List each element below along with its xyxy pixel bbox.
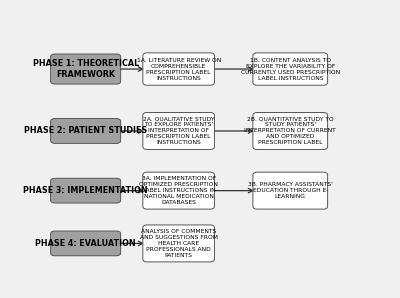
FancyBboxPatch shape: [253, 113, 328, 150]
FancyBboxPatch shape: [253, 53, 328, 85]
FancyBboxPatch shape: [51, 231, 121, 256]
Text: 3B. PHARMACY ASSISTANTS'
EDUCATION THROUGH E-
LEARNING: 3B. PHARMACY ASSISTANTS' EDUCATION THROU…: [248, 182, 333, 199]
FancyBboxPatch shape: [143, 172, 214, 209]
FancyBboxPatch shape: [143, 113, 214, 150]
Text: PHASE 3: IMPLEMENTATION: PHASE 3: IMPLEMENTATION: [23, 186, 148, 195]
Text: 3A. IMPLEMENTATION OF
OPTIMIZED PRESCRIPTION
LABEL INSTRUCTIONS IN
NATIONAL MEDI: 3A. IMPLEMENTATION OF OPTIMIZED PRESCRIP…: [139, 176, 218, 205]
Text: ANALYSIS OF COMMENTS
AND SUGGESTIONS FROM
HEALTH CARE
PROFESSIONALS AND
PATIENTS: ANALYSIS OF COMMENTS AND SUGGESTIONS FRO…: [140, 229, 218, 258]
FancyBboxPatch shape: [253, 172, 328, 209]
FancyBboxPatch shape: [51, 119, 121, 143]
FancyBboxPatch shape: [51, 178, 121, 203]
Text: 2A. QUALITATIVE STUDY
TO EXPLORE PATIENTS'
INTERPRETATION OF
PRESCRIPTION LABEL
: 2A. QUALITATIVE STUDY TO EXPLORE PATIENT…: [143, 117, 214, 145]
Text: 2B. QUANTITATIVE STUDY TO
STUDY PATIENTS'
INTERPRETATION OF CURRENT
AND OPTIMIZE: 2B. QUANTITATIVE STUDY TO STUDY PATIENTS…: [244, 117, 336, 145]
Text: PHASE 2: PATIENT STUDIES: PHASE 2: PATIENT STUDIES: [24, 126, 147, 136]
FancyBboxPatch shape: [51, 54, 121, 84]
Text: 1A. LITERATURE REVIEW ON
COMPREHENSIBLE
PRESCRIPTION LABEL
INSTRUCTIONS: 1A. LITERATURE REVIEW ON COMPREHENSIBLE …: [136, 58, 221, 80]
Text: PHASE 4: EVALUATION: PHASE 4: EVALUATION: [35, 239, 136, 248]
FancyBboxPatch shape: [143, 225, 214, 262]
FancyBboxPatch shape: [143, 53, 214, 85]
Text: PHASE 1: THEORETICAL
FRAMEWORK: PHASE 1: THEORETICAL FRAMEWORK: [32, 59, 139, 79]
Text: 1B. CONTENT ANALYSIS TO
EXPLORE THE VARIABILITY OF
CURRENTLY USED PRESCRIPTION
L: 1B. CONTENT ANALYSIS TO EXPLORE THE VARI…: [241, 58, 340, 80]
